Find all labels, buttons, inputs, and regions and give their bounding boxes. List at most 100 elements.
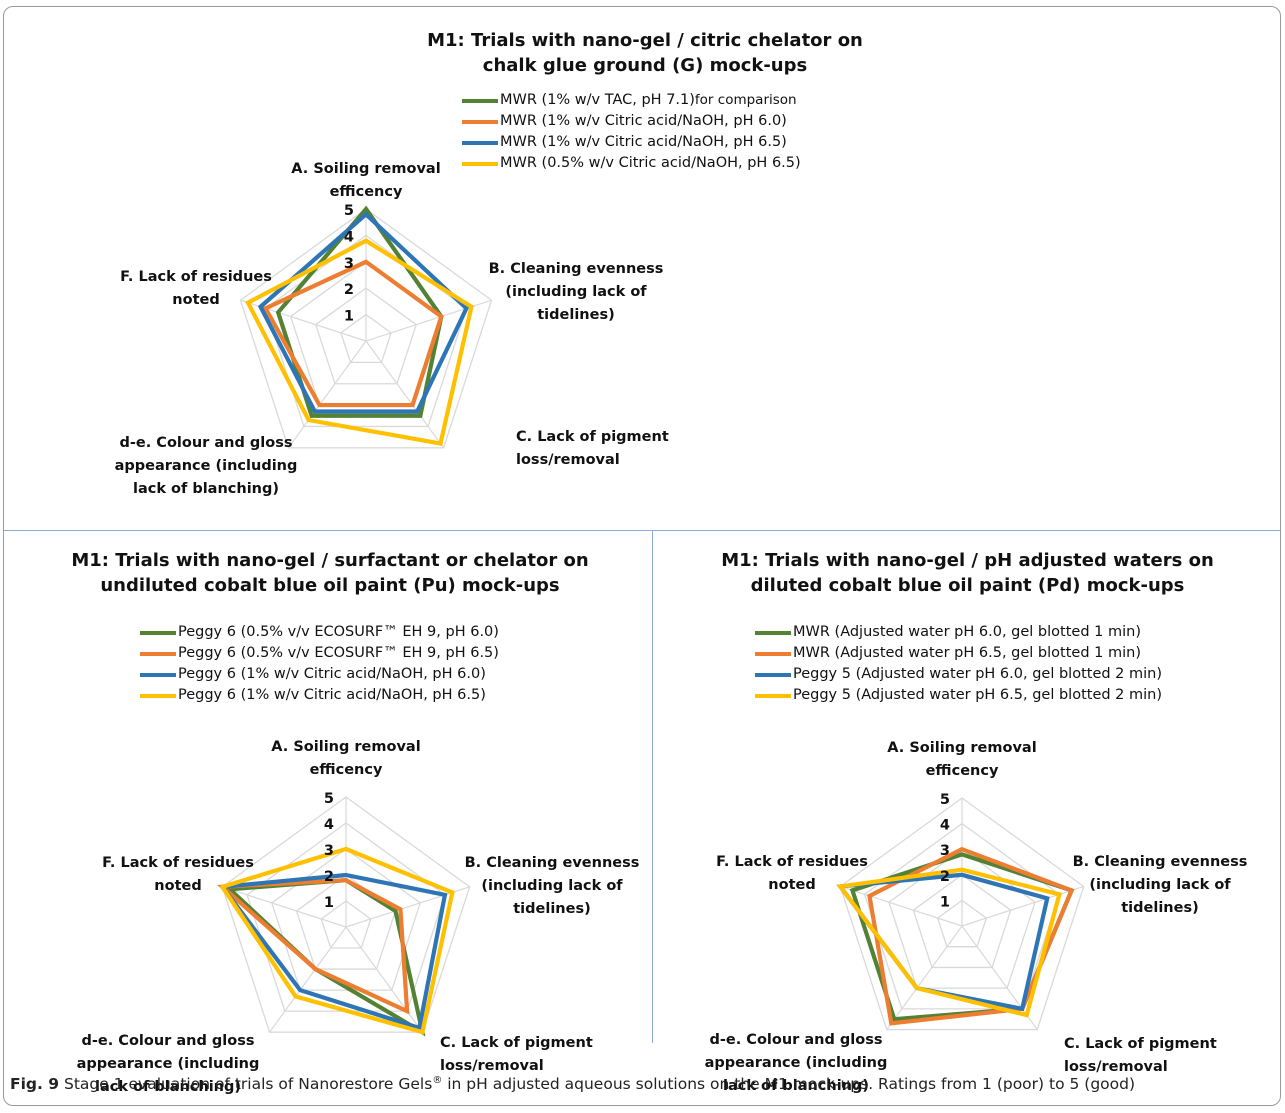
legend-item: Peggy 5 (Adjusted water pH 6.5, gel blot… bbox=[755, 685, 1162, 706]
legend-swatch bbox=[462, 98, 498, 103]
radar-axis-label: B. Cleaning evenness (including lack of ti… bbox=[1073, 854, 1248, 916]
radar-axis-label: B. Cleaning evenness (including lack of ti… bbox=[465, 855, 640, 917]
radar-axis-label: d-e. Colour and gloss appearance (includi… bbox=[115, 435, 298, 497]
figure-caption: Fig. 9 Stage 1 evaluation of trials of N… bbox=[10, 1075, 1135, 1093]
radar-chart: 1 2 3 4 5 A. Soiling removal efficency B. Clean… bbox=[115, 161, 669, 497]
radar-gridline bbox=[221, 796, 471, 1033]
radar-spoke bbox=[287, 340, 367, 449]
radar-gridline bbox=[239, 208, 493, 449]
radar-axis-label: d-e. Colour and gloss appearance (includi… bbox=[705, 1032, 888, 1094]
radar-series-2 bbox=[867, 846, 1075, 1026]
radar-gridline bbox=[839, 797, 1085, 1031]
radar-tick-label: 3 bbox=[324, 843, 334, 859]
radar-series-2 bbox=[217, 878, 410, 1015]
radar-spoke bbox=[345, 886, 470, 928]
radar-axis-label: F. Lack of residues noted bbox=[716, 854, 868, 893]
legend-swatch bbox=[140, 693, 176, 698]
radar-axis-label: F. Lack of residues noted bbox=[102, 855, 254, 894]
radar-tick-label: 2 bbox=[940, 869, 950, 885]
caption-superscript: ® bbox=[432, 1075, 443, 1086]
radar-spoke bbox=[961, 885, 1084, 927]
legend-item: MWR (1% w/v Citric acid/NaOH, pH 6.0) bbox=[462, 111, 801, 132]
radar-series-4 bbox=[219, 846, 455, 1035]
radar-panel-bottom-right: M1: Trials with nano-gel / pH adjusted w… bbox=[655, 548, 1280, 1094]
radar-spoke bbox=[961, 925, 1038, 1030]
legend-swatch bbox=[755, 630, 791, 635]
radar-series-2 bbox=[262, 259, 444, 408]
radar-spoke bbox=[840, 885, 963, 927]
radar-series-1 bbox=[224, 878, 426, 1037]
radar-grid bbox=[839, 797, 1085, 1031]
radar-tick-label: 1 bbox=[344, 309, 354, 325]
chart-legend: MWR (1% w/v TAC, pH 7.1) for comparison M… bbox=[462, 90, 801, 174]
radar-series-3 bbox=[218, 872, 448, 1031]
legend-swatch bbox=[462, 161, 498, 166]
chart-title-line-2: chalk glue ground (G) mock-ups bbox=[482, 55, 808, 76]
radar-chart: 1 2 3 4 5 A. Soiling removal efficency B. Clean… bbox=[705, 740, 1248, 1094]
chart-title: M1: Trials with nano-gel / pH adjusted w… bbox=[655, 548, 1280, 598]
radar-spoke bbox=[269, 926, 347, 1033]
legend-label: MWR (1% w/v Citric acid/NaOH, pH 6.5) bbox=[500, 134, 787, 150]
legend-swatch bbox=[755, 651, 791, 656]
radar-tick-label: 5 bbox=[344, 203, 354, 219]
chart-title: M1: Trials with nano-gel / surfactant or… bbox=[10, 548, 650, 598]
radar-tick-label: 1 bbox=[940, 894, 950, 910]
radar-axis-label: B. Cleaning evenness (including lack of ti… bbox=[489, 261, 664, 323]
radar-tick-label: 4 bbox=[940, 818, 950, 834]
chart-title: M1: Trials with nano-gel / citric chelat… bbox=[300, 28, 990, 78]
chart-title-line-1: M1: Trials with nano-gel / pH adjusted w… bbox=[721, 550, 1214, 571]
caption-text-rest: in pH adjusted aqueous solutions on the … bbox=[442, 1075, 1136, 1094]
legend-label: MWR (Adjusted water pH 6.0, gel blotted … bbox=[793, 624, 1141, 640]
legend-swatch bbox=[140, 672, 176, 677]
legend-label: MWR (0.5% w/v Citric acid/NaOH, pH 6.5) bbox=[500, 155, 801, 171]
panel-divider-horizontal bbox=[4, 530, 1280, 531]
radar-axis-label: A. Soiling removal efficency bbox=[887, 740, 1036, 779]
legend-item: Peggy 6 (0.5% v/v ECOSURF™ EH 9, pH 6.0) bbox=[140, 622, 499, 643]
legend-swatch bbox=[755, 672, 791, 677]
radar-gridline bbox=[315, 287, 417, 385]
radar-tick-label: 4 bbox=[344, 229, 354, 245]
legend-item: MWR (Adjusted water pH 6.5, gel blotted … bbox=[755, 643, 1162, 664]
chart-legend: MWR (Adjusted water pH 6.0, gel blotted … bbox=[755, 622, 1162, 706]
legend-label: MWR (1% w/v Citric acid/NaOH, pH 6.0) bbox=[500, 113, 787, 129]
radar-gridline bbox=[271, 848, 421, 991]
radar-spoke bbox=[345, 926, 423, 1033]
radar-tick-label: 3 bbox=[344, 256, 354, 272]
chart-title-line-2: undiluted cobalt blue oil paint (Pu) moc… bbox=[100, 575, 560, 596]
legend-item: MWR (1% w/v Citric acid/NaOH, pH 6.5) bbox=[462, 132, 801, 153]
radar-tick-label: 2 bbox=[324, 869, 334, 885]
legend-item: MWR (0.5% w/v Citric acid/NaOH, pH 6.5) bbox=[462, 153, 801, 174]
radar-axis-label: C. Lack of pigment loss/removal bbox=[1064, 1036, 1217, 1075]
legend-swatch bbox=[755, 693, 791, 698]
radar-tick-label: 3 bbox=[940, 843, 950, 859]
legend-label: MWR (1% w/v TAC, pH 7.1) bbox=[500, 92, 695, 108]
caption-label: Fig. 9 bbox=[10, 1075, 60, 1094]
legend-label: Peggy 5 (Adjusted water pH 6.0, gel blot… bbox=[793, 666, 1163, 682]
radar-tick-label: 4 bbox=[324, 817, 334, 833]
radar-series-4 bbox=[245, 238, 474, 446]
radar-tick-label: 5 bbox=[940, 792, 950, 808]
legend-item: Peggy 6 (0.5% v/v ECOSURF™ EH 9, pH 6.5) bbox=[140, 643, 499, 664]
radar-tick-label: 1 bbox=[324, 895, 334, 911]
radar-panel-bottom-left: M1: Trials with nano-gel / surfactant or… bbox=[10, 548, 650, 1095]
radar-axis-label: d-e. Colour and gloss appearance (includi… bbox=[77, 1033, 260, 1095]
radar-axis-label: A. Soiling removal efficency bbox=[271, 739, 420, 778]
radar-axis-label: F. Lack of residues noted bbox=[120, 269, 272, 308]
radar-panel-top: M1: Trials with nano-gel / citric chelat… bbox=[115, 28, 990, 528]
chart-legend: Peggy 6 (0.5% v/v ECOSURF™ EH 9, pH 6.0)… bbox=[140, 622, 499, 706]
legend-label: Peggy 6 (0.5% v/v ECOSURF™ EH 9, pH 6.0) bbox=[178, 624, 499, 640]
legend-swatch bbox=[140, 630, 176, 635]
radar-gridline bbox=[912, 873, 1012, 969]
radar-spoke bbox=[222, 886, 347, 928]
chart-title-line-1: M1: Trials with nano-gel / surfactant or… bbox=[71, 550, 589, 571]
legend-label-suffix: for comparison bbox=[694, 92, 797, 108]
radar-series-4 bbox=[836, 867, 1062, 1018]
legend-label: Peggy 6 (1% w/v Citric acid/NaOH, pH 6.5… bbox=[178, 687, 486, 703]
radar-gridline bbox=[340, 313, 392, 364]
legend-swatch bbox=[462, 140, 498, 145]
radar-spoke bbox=[365, 340, 445, 449]
chart-title-line-2: diluted cobalt blue oil paint (Pd) mock-… bbox=[750, 575, 1185, 596]
chart-title-line-1: M1: Trials with nano-gel / citric chelat… bbox=[427, 30, 863, 51]
legend-item: MWR (Adjusted water pH 6.0, gel blotted … bbox=[755, 622, 1162, 643]
legend-item: Peggy 6 (1% w/v Citric acid/NaOH, pH 6.5… bbox=[140, 685, 499, 706]
